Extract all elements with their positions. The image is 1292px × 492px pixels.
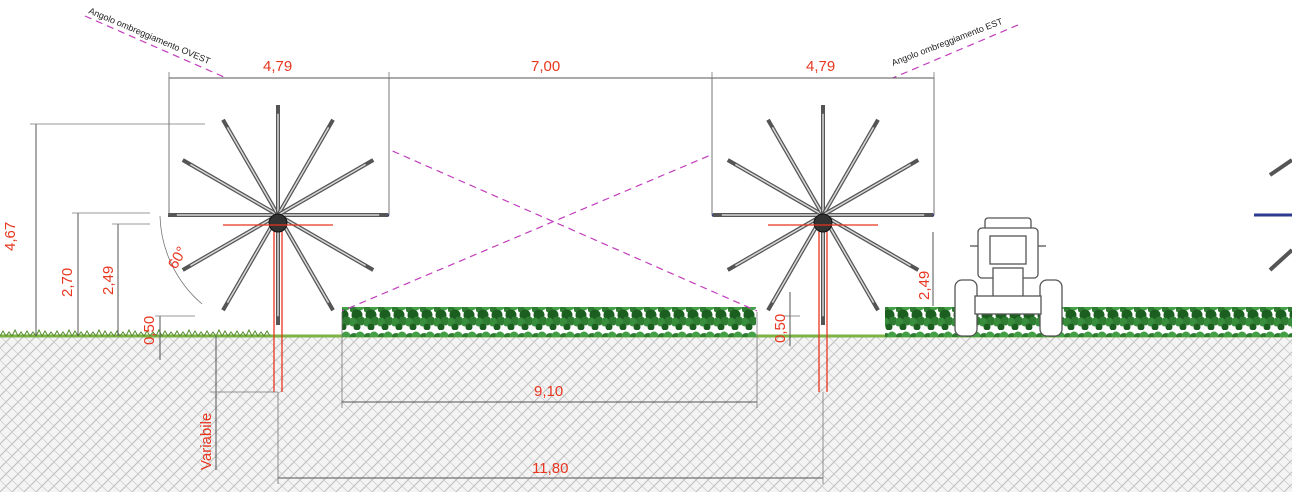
dim-clearance-left: 0,50 (141, 316, 158, 345)
dim-clearance-right: 0,50 (772, 314, 789, 343)
shading-west-label: Angolo ombreggiamento OVEST (87, 6, 212, 67)
soil (0, 336, 1292, 492)
crop-row-center (342, 307, 756, 337)
dim-height-max: 4,67 (2, 222, 19, 251)
dim-embedment: Variabile (198, 413, 215, 470)
dimension-lines (30, 72, 935, 484)
grass-edge (0, 328, 271, 338)
shading-line-east (341, 24, 1019, 312)
crop-row-right (885, 307, 1292, 337)
tracker-left (168, 77, 390, 392)
tracker-partial-right (1254, 158, 1292, 272)
tracker1-hub (268, 213, 288, 233)
tracker-right (711, 77, 935, 392)
tracker2-hub (813, 213, 833, 233)
dim-pitch: 11,80 (532, 460, 568, 477)
tractor-illustration (954, 217, 1063, 337)
dim-height-panel-right: 2,49 (916, 271, 933, 300)
dim-width-left: 4,79 (263, 58, 292, 75)
dim-free-strip: 9,10 (534, 383, 563, 400)
shading-line-west (84, 15, 758, 312)
dim-spacing: 7,00 (531, 58, 560, 75)
dim-width-right: 4,79 (806, 58, 835, 75)
dim-height-axis: 2,70 (59, 268, 76, 297)
shading-east-label: Angolo ombreggiamento EST (890, 16, 1004, 68)
dim-height-panel: 2,49 (100, 266, 117, 295)
